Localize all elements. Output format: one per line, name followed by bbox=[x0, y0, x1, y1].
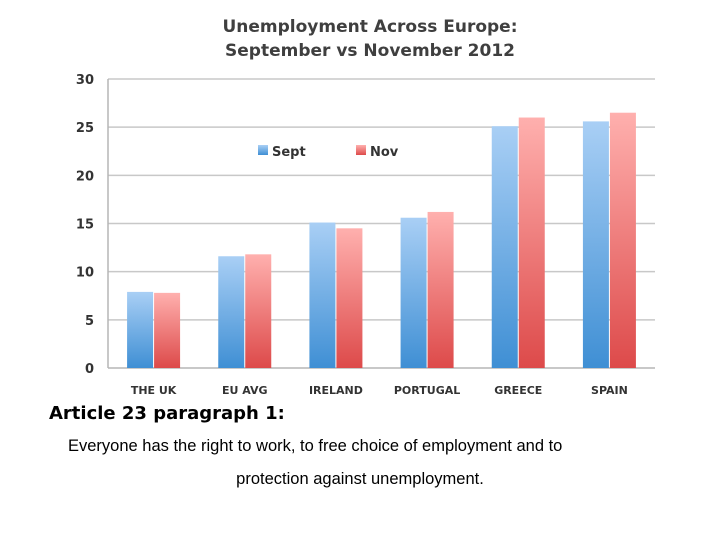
y-tick-label: 25 bbox=[76, 121, 94, 136]
article-heading: Article 23 paragraph 1: bbox=[49, 403, 285, 424]
bar-nov-spain bbox=[609, 112, 636, 368]
article-text-line-1: Everyone has the right to work, to free … bbox=[68, 437, 563, 455]
chart-title-line-1: Unemployment Across Europe: bbox=[222, 17, 517, 37]
y-tick-label: 0 bbox=[85, 362, 94, 377]
bar-sept-portugal bbox=[400, 217, 427, 368]
bar-sept-eu-avg bbox=[218, 256, 245, 368]
legend-swatch-nov bbox=[356, 145, 366, 155]
legend-label-nov: Nov bbox=[370, 145, 399, 160]
legend-label-sept: Sept bbox=[272, 145, 306, 160]
bar-sept-greece bbox=[491, 126, 518, 368]
y-axis: 0 5 10 15 20 25 30 bbox=[76, 73, 655, 377]
x-axis-categories: THE UK EU AVG IRELAND PORTUGAL GREECE SPAIN bbox=[131, 384, 628, 397]
bar-nov-portugal bbox=[427, 211, 454, 368]
bar-chart: Unemployment Across Europe: September vs… bbox=[76, 17, 655, 397]
chart-title-line-2: September vs November 2012 bbox=[225, 41, 515, 61]
bar-nov-the-uk bbox=[154, 292, 181, 368]
bars bbox=[127, 112, 636, 369]
x-category-label: THE UK bbox=[131, 384, 177, 397]
x-category-label: PORTUGAL bbox=[394, 384, 460, 397]
y-tick-label: 15 bbox=[76, 218, 94, 233]
legend-swatch-sept bbox=[258, 145, 268, 155]
bar-sept-spain bbox=[582, 121, 609, 369]
article-text-line-2: protection against unemployment. bbox=[236, 470, 484, 488]
y-tick-label: 5 bbox=[85, 314, 94, 329]
x-category-label: SPAIN bbox=[591, 384, 628, 397]
y-tick-label: 10 bbox=[76, 266, 94, 281]
bar-nov-eu-avg bbox=[245, 254, 272, 368]
legend: Sept Nov bbox=[258, 145, 399, 160]
y-tick-label: 30 bbox=[76, 73, 94, 88]
bar-nov-greece bbox=[518, 117, 545, 369]
bar-sept-the-uk bbox=[127, 291, 154, 368]
bar-nov-ireland bbox=[336, 228, 363, 368]
bar-sept-ireland bbox=[309, 222, 336, 368]
x-category-label: GREECE bbox=[494, 384, 542, 397]
x-category-label: EU AVG bbox=[222, 384, 268, 397]
gridlines bbox=[108, 78, 655, 321]
x-category-label: IRELAND bbox=[309, 384, 363, 397]
y-tick-label: 20 bbox=[76, 169, 94, 184]
